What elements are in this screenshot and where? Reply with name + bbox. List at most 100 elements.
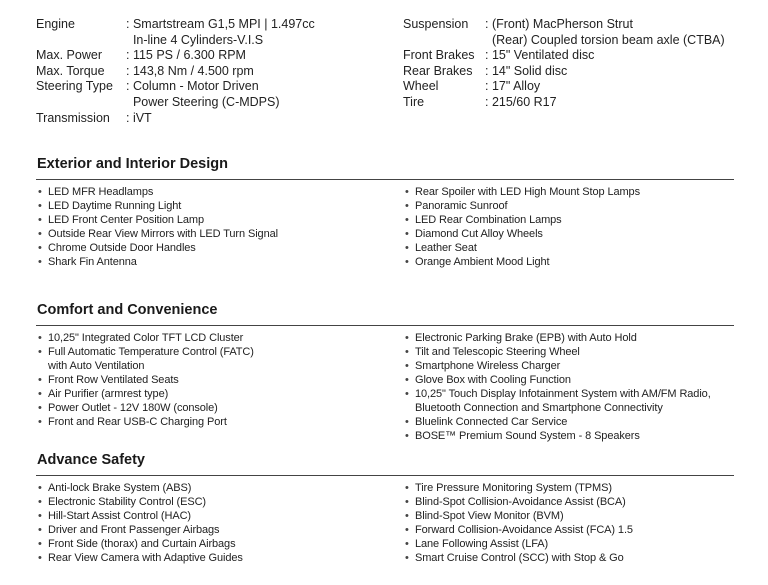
section-title: Comfort and Convenience [37,302,218,318]
spec-value: : 15" Ventilated disc [485,48,594,64]
section-divider [36,325,734,326]
list-item: Blind-Spot Collision-Avoidance Assist (B… [405,495,633,509]
list-item: Forward Collision-Avoidance Assist (FCA)… [405,523,633,537]
spec-value-line: : Smartstream G1,5 MPI | 1.497cc [126,17,315,31]
list-item: Bluelink Connected Car Service [405,415,711,429]
list-item: Driver and Front Passenger Airbags [38,523,243,537]
list-item: Front Row Ventilated Seats [38,373,254,387]
list-item-text: Electronic Stability Control (ESC) [48,496,206,508]
list-item-text: Tilt and Telescopic Steering Wheel [415,346,580,358]
list-item-text: Chrome Outside Door Handles [48,242,196,254]
spec-row: Steering Type : Column - Motor Driven Pow… [36,79,315,110]
spec-row: Suspension : (Front) MacPherson Strut (Re… [403,17,725,48]
list-item: Electronic Stability Control (ESC) [38,495,243,509]
list-item-text: 10,25" Touch Display Infotainment System… [415,388,711,400]
list-item-text: Outside Rear View Mirrors with LED Turn … [48,228,278,240]
list-item-text: Shark Fin Antenna [48,256,137,268]
specs-table-right: Suspension : (Front) MacPherson Strut (Re… [403,17,725,111]
list-item-text: Anti-lock Brake System (ABS) [48,482,192,494]
spec-value: : (Front) MacPherson Strut (Rear) Couple… [485,17,725,48]
list-item-text: Lane Following Assist (LFA) [415,538,549,550]
spec-row: Engine : Smartstream G1,5 MPI | 1.497cc I… [36,17,315,48]
list-item: Tilt and Telescopic Steering Wheel [405,345,711,359]
list-item-text: Forward Collision-Avoidance Assist (FCA)… [415,524,633,536]
spec-row: Rear Brakes : 14" Solid disc [403,64,725,80]
list-item-text: Blind-Spot Collision-Avoidance Assist (B… [415,496,626,508]
spec-value-line: In-line 4 Cylinders-V.I.S [126,32,264,47]
feature-list-left: LED MFR Headlamps LED Daytime Running Lig… [38,185,278,269]
spec-value-line: : (Front) MacPherson Strut [485,17,633,31]
spec-value-line: Power Steering (C-MDPS) [126,94,280,109]
list-item-text: Smart Cruise Control (SCC) with Stop & G… [415,552,624,564]
list-item: Front and Rear USB-C Charging Port [38,415,254,429]
list-item-text: LED Daytime Running Light [48,200,182,212]
list-item: Anti-lock Brake System (ABS) [38,481,243,495]
spec-value-line: : 17" Alloy [485,79,541,94]
list-item-text: Full Automatic Temperature Control (FATC… [48,346,254,358]
spec-value-line: : 15" Ventilated disc [485,48,595,63]
section-divider [36,179,734,180]
spec-label: Transmission [36,110,110,125]
spec-value: : Column - Motor Driven Power Steering (… [126,79,280,110]
list-item-text: 10,25" Integrated Color TFT LCD Cluster [48,332,244,344]
list-item-text: Front Row Ventilated Seats [48,374,179,386]
list-item-text: Rear Spoiler with LED High Mount Stop La… [415,186,640,198]
feature-list-right: Rear Spoiler with LED High Mount Stop La… [405,185,640,269]
list-item-text: LED Front Center Position Lamp [48,214,204,226]
spec-value-line: : iVT [126,110,152,125]
list-item: Chrome Outside Door Handles [38,241,278,255]
spec-value-line: : 115 PS / 6.300 RPM [126,48,246,63]
list-item-text: LED Rear Combination Lamps [415,214,562,226]
spec-value: : Smartstream G1,5 MPI | 1.497cc In-line… [126,17,315,48]
spec-row: Wheel: 17" Alloy [403,79,725,95]
list-item: Lane Following Assist (LFA) [405,537,633,551]
feature-list-left: 10,25" Integrated Color TFT LCD Cluster F… [38,331,254,429]
list-item-text: BOSE™ Premium Sound System - 8 Speakers [415,430,640,442]
list-item: 10,25" Integrated Color TFT LCD Cluster [38,331,254,345]
spec-label: Rear Brakes [403,63,473,78]
list-item: 10,25" Touch Display Infotainment System… [405,387,711,415]
spec-value: : 143,8 Nm / 4.500 rpm [126,64,254,80]
spec-value: : 14" Solid disc [485,64,567,80]
spec-label: Suspension [403,17,469,31]
list-item-text: Orange Ambient Mood Light [415,256,550,268]
list-item: Shark Fin Antenna [38,255,278,269]
feature-list-left: Anti-lock Brake System (ABS) Electronic S… [38,481,243,565]
spec-value: : iVT [126,111,152,127]
spec-row: Transmission : iVT [36,111,315,127]
list-item: Smart Cruise Control (SCC) with Stop & G… [405,551,633,565]
list-item-text: Driver and Front Passenger Airbags [48,524,220,536]
list-item: Air Purifier (armrest type) [38,387,254,401]
list-item: BOSE™ Premium Sound System - 8 Speakers [405,429,711,443]
list-item-text: Bluetooth Connection and Smartphone Conn… [415,402,663,414]
spec-row: Front Brakes : 15" Ventilated disc [403,48,725,64]
list-item: LED Rear Combination Lamps [405,213,640,227]
spec-label: Steering Type [36,79,113,94]
spec-value-line: : 143,8 Nm / 4.500 rpm [126,63,254,78]
list-item-text: LED MFR Headlamps [48,186,154,198]
list-item-text: Air Purifier (armrest type) [48,388,169,400]
list-item-text: Glove Box with Cooling Function [415,374,571,386]
spec-value: : 17" Alloy [485,79,540,95]
spec-value: : 115 PS / 6.300 RPM [126,48,246,64]
list-item: Outside Rear View Mirrors with LED Turn … [38,227,278,241]
feature-list-right: Electronic Parking Brake (EPB) with Auto… [405,331,711,443]
spec-label: Engine [36,17,75,31]
list-item-text: Power Outlet - 12V 180W (console) [48,402,218,414]
list-item: LED MFR Headlamps [38,185,278,199]
list-item: Glove Box with Cooling Function [405,373,711,387]
list-item: LED Front Center Position Lamp [38,213,278,227]
list-item: Diamond Cut Alloy Wheels [405,227,640,241]
spec-label: Front Brakes [403,48,475,63]
list-item-text: with Auto Ventilation [48,360,145,372]
list-item-text: Smartphone Wireless Charger [415,360,561,372]
spec-row: Max. Power: 115 PS / 6.300 RPM [36,48,315,64]
spec-value: : 215/60 R17 [485,95,557,111]
list-item: Rear Spoiler with LED High Mount Stop La… [405,185,640,199]
spec-row: Tire: 215/60 R17 [403,95,725,111]
feature-list-right: Tire Pressure Monitoring System (TPMS) Bl… [405,481,633,565]
list-item: Leather Seat [405,241,640,255]
spec-value-line: : 215/60 R17 [485,94,557,109]
list-item: Full Automatic Temperature Control (FATC… [38,345,254,373]
list-item: Tire Pressure Monitoring System (TPMS) [405,481,633,495]
